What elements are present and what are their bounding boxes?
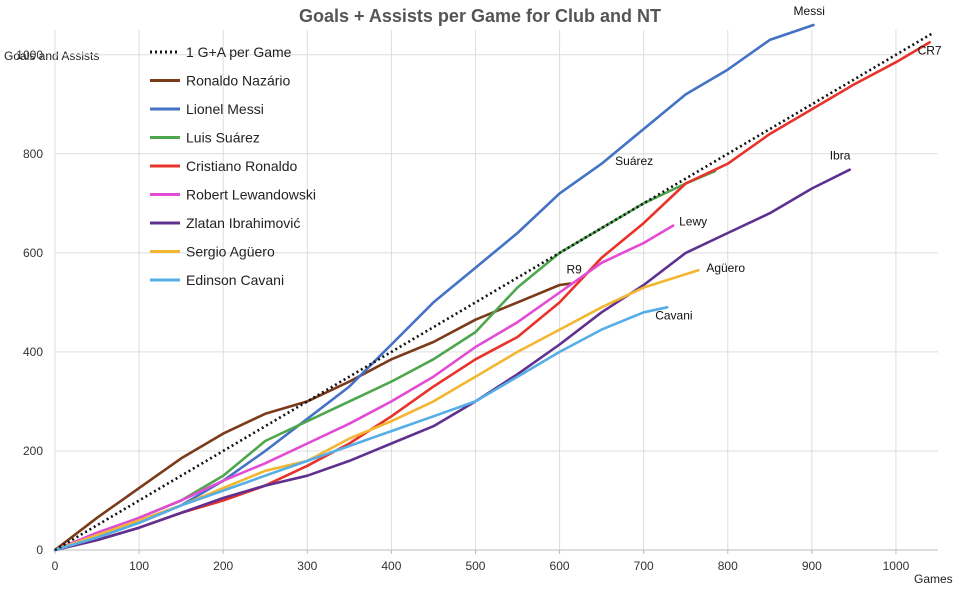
legend-entry-zlatan-ibrahimovic: Zlatan Ibrahimović	[186, 215, 300, 231]
x-tick-label-7: 700	[634, 559, 654, 573]
legend-entry-robert-lewandowski: Robert Lewandowski	[186, 187, 316, 203]
end-label-cristiano-ronaldo: CR7	[918, 43, 942, 57]
legend-entry-sergio-aguero: Sergio Agüero	[186, 244, 275, 260]
gridlines	[54, 30, 938, 551]
series-line-ronaldo-nazario	[53, 282, 572, 552]
end-labels: R9 Messi Suárez CR7 Lewy Ibra Agüero Cavani	[567, 4, 942, 322]
x-tick-label-8: 800	[718, 559, 738, 573]
legend-entry-ronaldo-nazario: Ronaldo Nazário	[186, 73, 290, 89]
x-tick-label-9: 900	[802, 559, 822, 573]
y-tick-label-3: 600	[23, 246, 43, 260]
x-tick-label-2: 200	[213, 559, 233, 573]
series-line-lionel-messi	[53, 23, 815, 552]
x-tick-label-6: 600	[550, 559, 570, 573]
legend-entry-cristiano-ronaldo: Cristiano Ronaldo	[186, 158, 297, 174]
x-tick-label-4: 400	[381, 559, 401, 573]
legend-entry-luis-suarez: Luis Suárez	[186, 130, 260, 146]
chart-title: Goals + Assists per Game for Club and NT	[299, 6, 661, 26]
legend-entry-1-g-a-per-game: 1 G+A per Game	[186, 44, 292, 60]
x-tick-label-3: 300	[297, 559, 317, 573]
x-tick-label-1: 100	[129, 559, 149, 573]
end-label-robert-lewandowski: Lewy	[679, 215, 707, 229]
x-axis-label: Games	[914, 572, 953, 586]
series-line-edinson-cavani	[53, 305, 669, 552]
axis-ticks: 0 100 200 300 400 500 600 700 800 900 1000 0 200 400 6…	[16, 48, 909, 573]
series-line-zlatan-ibrahimovic	[53, 168, 852, 552]
end-label-ronaldo-nazario: R9	[567, 263, 583, 277]
legend-entry-edinson-cavani: Edinson Cavani	[186, 272, 284, 288]
x-tick-label-10: 1000	[883, 559, 910, 573]
y-tick-label-5: 1000	[16, 48, 43, 62]
end-label-sergio-aguero: Agüero	[706, 261, 745, 275]
legend: 1 G+A per Game Ronaldo Nazário Lionel Mess…	[150, 44, 316, 288]
legend-entry-lionel-messi: Lionel Messi	[186, 101, 264, 117]
end-label-edinson-cavani: Cavani	[655, 308, 692, 322]
y-tick-label-4: 800	[23, 147, 43, 161]
end-label-zlatan-ibrahimovic: Ibra	[830, 149, 851, 163]
x-tick-label-0: 0	[52, 559, 59, 573]
end-label-luis-suarez: Suárez	[615, 154, 653, 168]
y-tick-label-2: 400	[23, 345, 43, 359]
y-tick-label-1: 200	[23, 444, 43, 458]
y-axis-label: Goals and Assists	[4, 49, 99, 63]
series-group	[53, 23, 935, 552]
y-tick-label-0: 0	[36, 543, 43, 557]
x-tick-label-5: 500	[465, 559, 485, 573]
end-label-lionel-messi: Messi	[794, 4, 825, 18]
series-line-luis-suarez	[53, 169, 717, 552]
series-line-robert-lewandowski	[53, 224, 675, 552]
